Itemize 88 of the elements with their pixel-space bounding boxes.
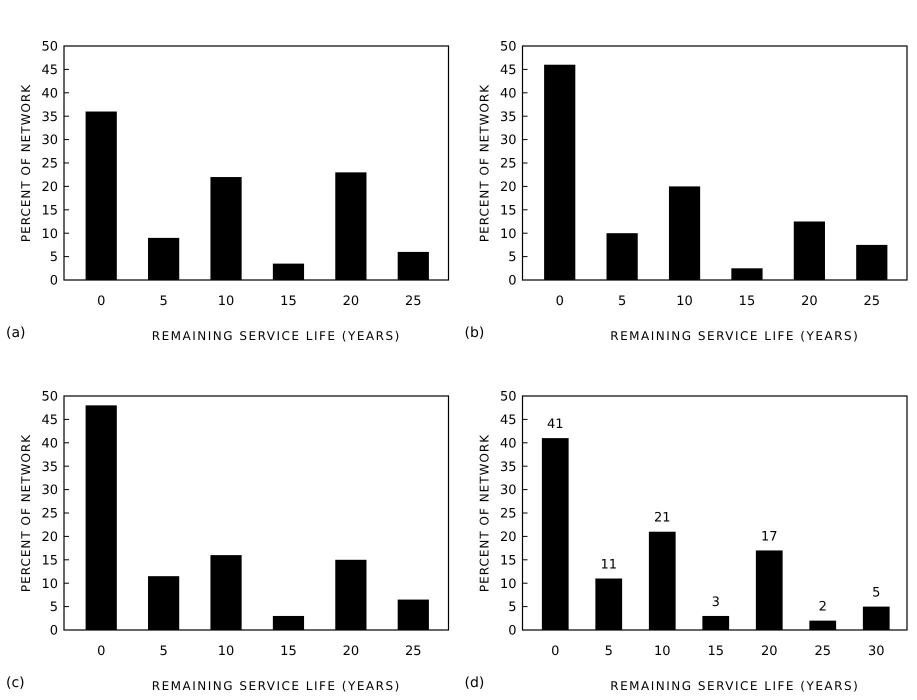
y-axis-title: PERCENT OF NETWORK [478, 434, 492, 592]
y-tick-label: 35 [41, 110, 58, 125]
y-tick-label: 20 [41, 530, 58, 545]
y-tick-label: 40 [41, 436, 58, 452]
y-tick-label: 10 [41, 226, 58, 242]
y-tick-label: 35 [500, 110, 516, 125]
x-tick-label: 25 [814, 644, 832, 659]
y-tick-label: 30 [41, 483, 58, 498]
y-tick-label: 5 [508, 250, 516, 266]
data-label: 11 [600, 558, 618, 573]
x-tick-label: 0 [556, 294, 564, 309]
y-tick-label: 35 [500, 460, 516, 475]
y-tick-label: 5 [50, 250, 58, 266]
text: (b) [464, 325, 484, 341]
x-tick-label: 30 [868, 644, 885, 659]
y-tick-label: 45 [500, 412, 516, 428]
y-tick-label: 20 [500, 180, 516, 195]
data-label: 2 [818, 600, 827, 615]
y-tick-label: 5 [50, 600, 58, 616]
x-tick-label: 0 [97, 644, 106, 659]
y-tick-label: 0 [50, 624, 58, 639]
text: (c) [6, 675, 25, 691]
y-tick-label: 20 [500, 530, 516, 545]
x-tick-label: 20 [342, 644, 360, 659]
y-tick-label: 30 [500, 483, 516, 498]
x-tick-label: 20 [801, 294, 818, 309]
y-tick-label: 35 [41, 460, 58, 475]
text: (a) [6, 325, 26, 341]
data-label: 3 [712, 594, 720, 610]
y-tick-label: 25 [500, 506, 516, 522]
y-tick-label: 10 [41, 576, 58, 592]
y-tick-label: 25 [41, 156, 58, 172]
y-tick-label: 45 [500, 62, 516, 78]
y-tick-label: 10 [500, 576, 516, 592]
y-tick-label: 30 [500, 133, 516, 148]
x-tick-label: 15 [707, 644, 724, 659]
x-tick-label: 0 [551, 644, 560, 659]
y-tick-label: 15 [500, 203, 516, 218]
y-tick-label: 5 [508, 600, 516, 616]
y-tick-label: 10 [500, 226, 516, 242]
x-tick-label: 5 [604, 644, 613, 659]
x-axis-title: REMAINING SERVICE LIFE (YEARS) [610, 679, 860, 693]
y-tick-label: 20 [41, 180, 58, 195]
x-tick-label: 10 [218, 294, 234, 309]
data-label: 41 [546, 417, 564, 432]
y-tick-label: 50 [500, 40, 516, 55]
y-tick-label: 50 [500, 390, 516, 405]
x-tick-label: 25 [405, 294, 422, 309]
x-tick-label: 10 [676, 294, 693, 309]
x-tick-label: 5 [159, 294, 168, 309]
y-tick-label: 0 [508, 274, 516, 289]
x-axis-title: REMAINING SERVICE LIFE (YEARS) [152, 679, 401, 693]
y-tick-label: 50 [41, 390, 58, 405]
data-label: 21 [654, 510, 671, 526]
x-tick-label: 20 [342, 294, 360, 309]
x-tick-label: 15 [280, 644, 297, 659]
y-axis-title: PERCENT OF NETWORK [19, 434, 33, 592]
y-tick-label: 50 [41, 40, 58, 55]
y-tick-label: 40 [500, 436, 516, 452]
x-tick-label: 5 [159, 644, 168, 659]
x-axis-title: REMAINING SERVICE LIFE (YEARS) [152, 329, 401, 343]
y-axis-title: PERCENT OF NETWORK [19, 84, 33, 242]
x-tick-label: 25 [405, 644, 422, 659]
x-tick-label: 15 [738, 294, 756, 309]
y-tick-label: 40 [41, 86, 58, 102]
y-tick-label: 15 [41, 203, 58, 218]
data-label: 5 [872, 586, 880, 601]
y-tick-label: 40 [500, 86, 516, 102]
text: (d) [464, 675, 484, 691]
x-tick-label: 15 [280, 294, 297, 309]
y-tick-label: 25 [500, 156, 516, 172]
y-tick-label: 25 [41, 506, 58, 522]
data-label: 17 [760, 529, 778, 544]
x-axis-title: REMAINING SERVICE LIFE (YEARS) [610, 329, 860, 343]
y-tick-label: 15 [500, 553, 516, 568]
y-axis-title: PERCENT OF NETWORK [478, 84, 492, 242]
y-tick-label: 0 [50, 274, 58, 289]
y-tick-label: 45 [41, 62, 58, 78]
x-tick-label: 10 [654, 644, 671, 659]
x-tick-label: 0 [97, 294, 106, 309]
y-tick-label: 15 [41, 553, 58, 568]
x-tick-label: 25 [864, 294, 880, 309]
x-tick-label: 5 [618, 294, 626, 309]
x-tick-label: 20 [760, 644, 778, 659]
y-tick-label: 30 [41, 133, 58, 148]
x-tick-label: 10 [218, 644, 234, 659]
y-tick-label: 45 [41, 412, 58, 428]
y-tick-label: 0 [508, 624, 516, 639]
